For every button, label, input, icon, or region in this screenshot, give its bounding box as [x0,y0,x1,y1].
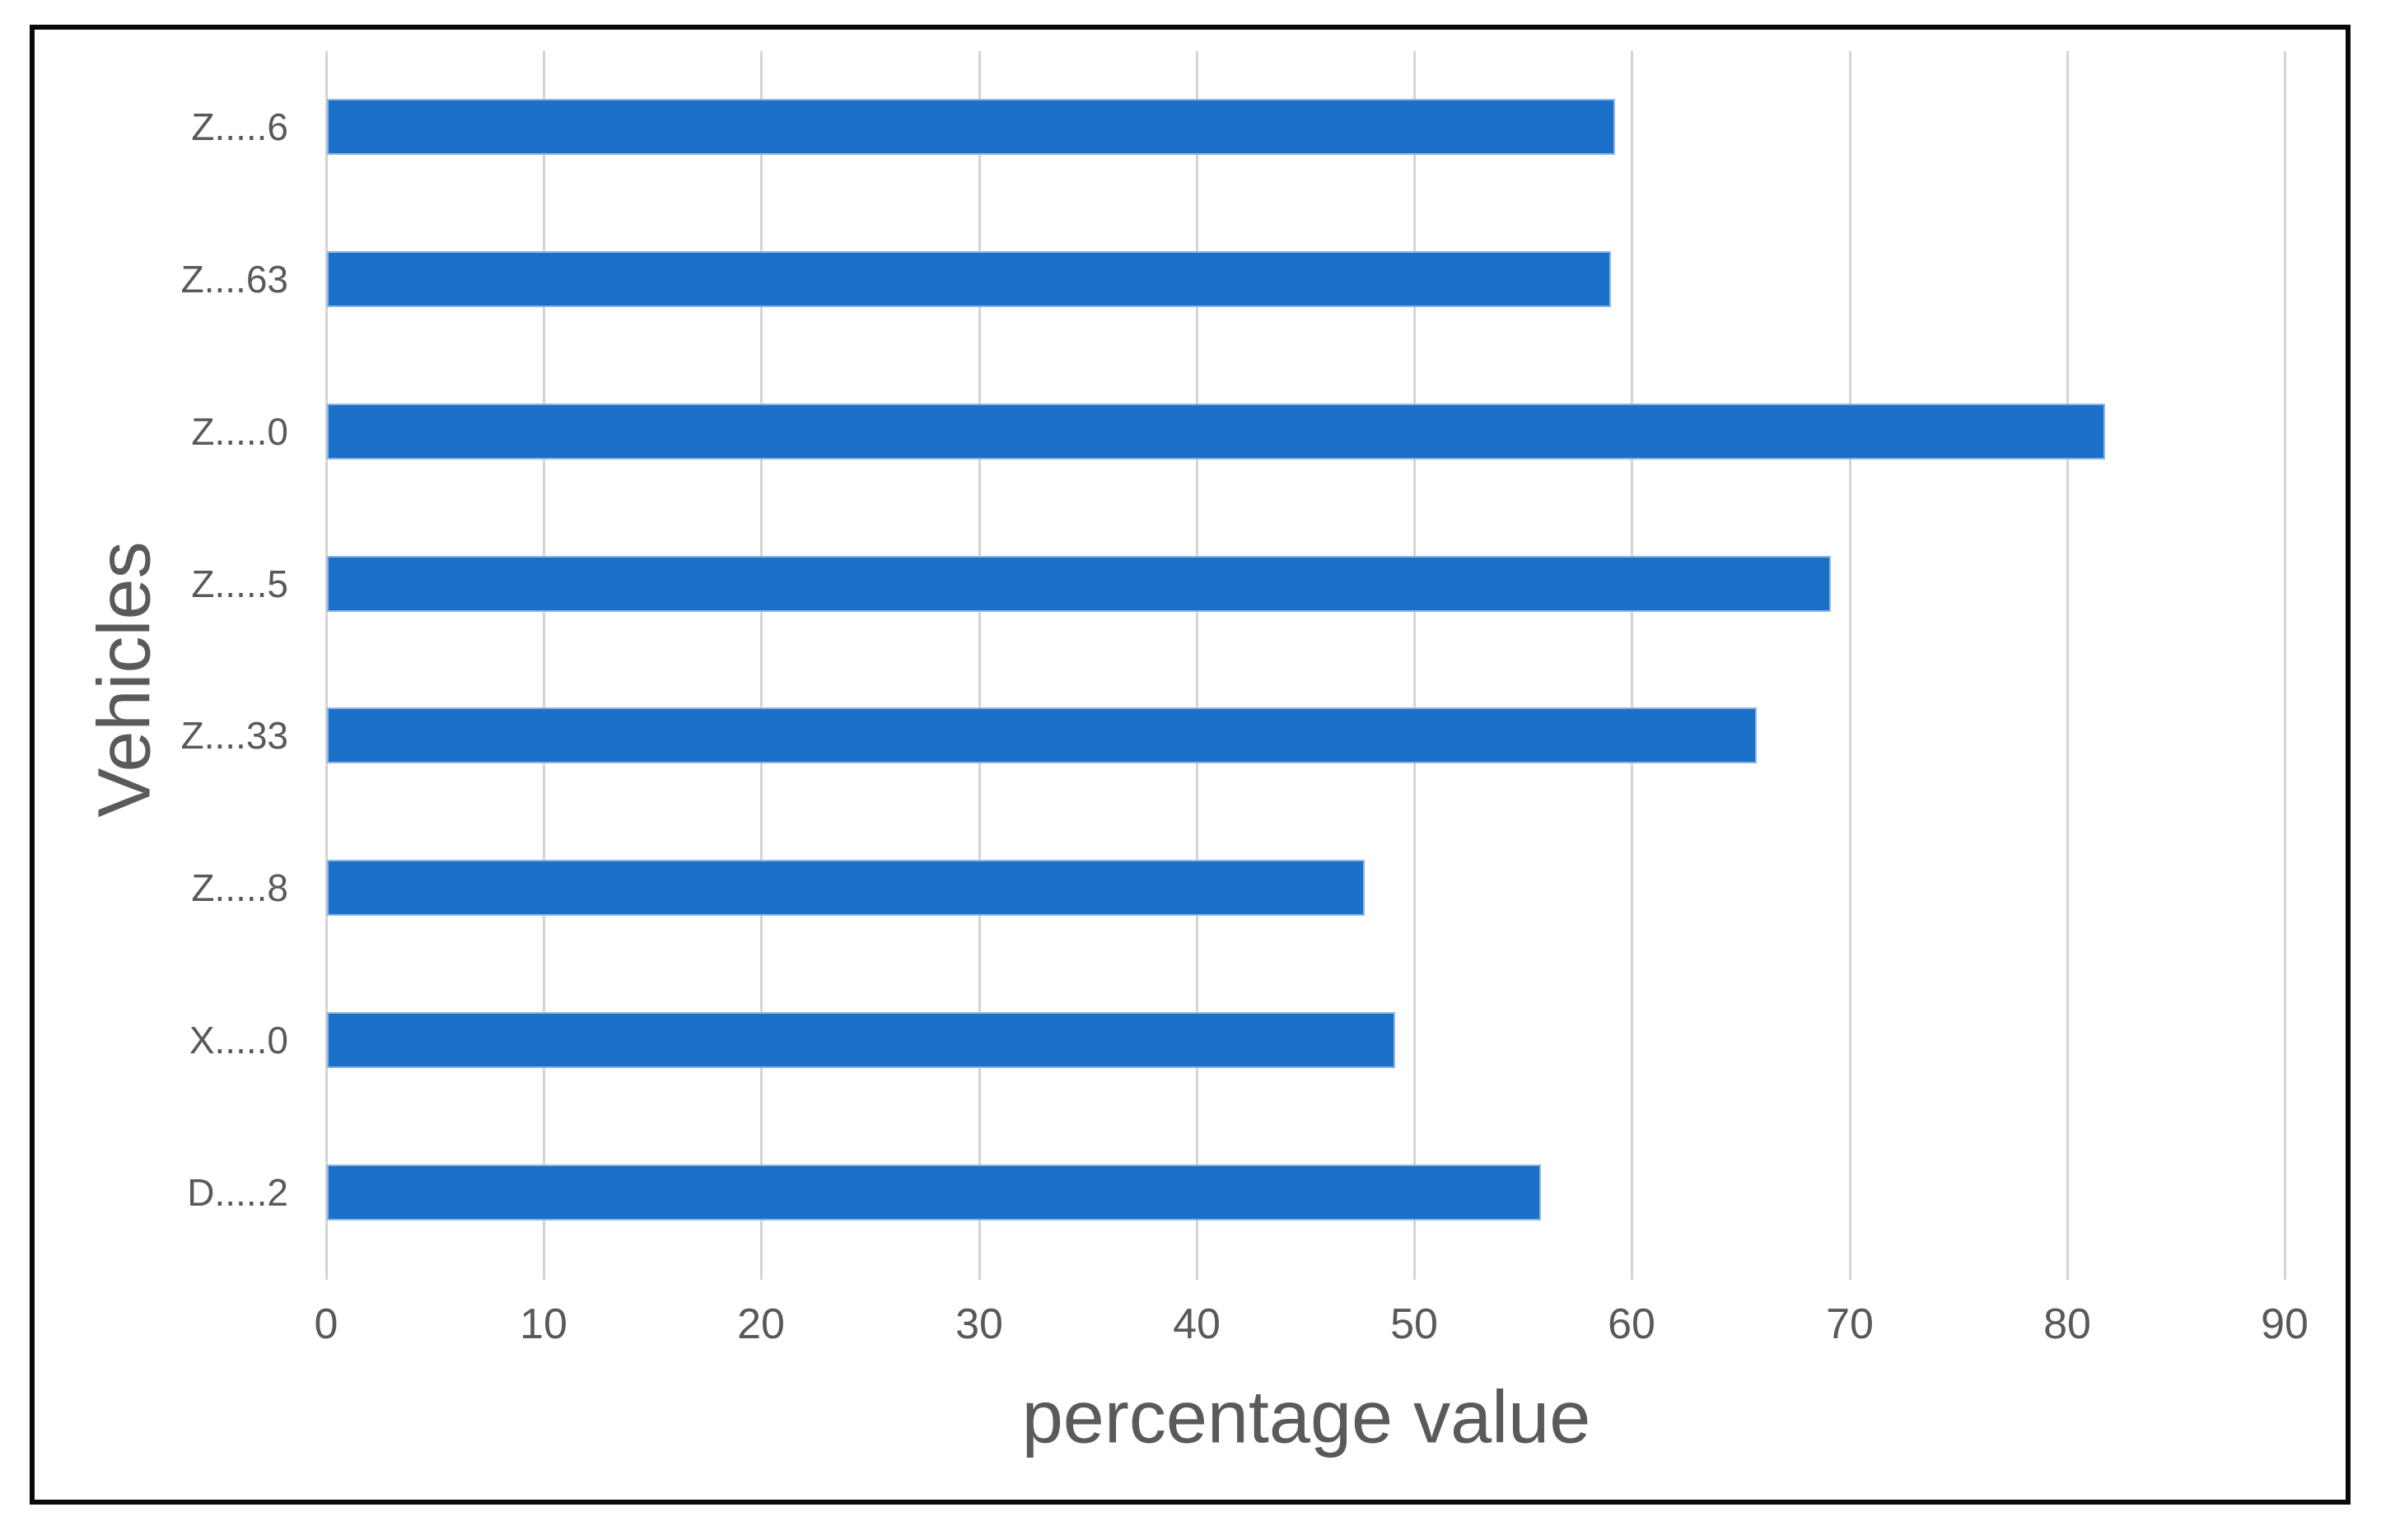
x-gridline-40 [1196,51,1198,1280]
bar-Z.....6 [327,99,1615,155]
x-tick-label: 70 [1826,1300,1874,1348]
category-label: X.....0 [189,1019,288,1062]
category-label: Z.....6 [191,105,288,148]
x-tick-label: 20 [737,1300,785,1348]
bar-Z.....5 [327,556,1831,612]
category-label: Z.....0 [191,410,288,453]
x-gridline-50 [1413,51,1416,1280]
x-gridline-20 [760,51,763,1280]
x-tick-label: 30 [955,1300,1003,1348]
bar-Z....33 [327,707,1757,763]
category-label: Z....33 [180,714,288,757]
x-tick-label: 0 [314,1300,338,1348]
x-tick-label: 10 [520,1300,567,1348]
x-tick-label: 90 [2261,1300,2309,1348]
x-gridline-70 [1849,51,1851,1280]
category-label: Z.....5 [191,562,288,605]
x-tick-label: 80 [2043,1300,2091,1348]
bar-Z.....8 [327,860,1365,916]
chart-frame-border [30,25,2351,1505]
category-label: Z....63 [180,258,288,301]
bar-D.....2 [327,1164,1541,1220]
x-gridline-0 [325,51,328,1280]
bar-Z....63 [327,251,1611,307]
x-tick-label: 50 [1390,1300,1438,1348]
category-label: D.....2 [187,1171,288,1214]
x-axis-title: percentage value [1021,1376,1591,1459]
x-gridline-10 [543,51,545,1280]
bar-X.....0 [327,1012,1395,1068]
bar-Z.....0 [327,404,2105,460]
x-gridline-60 [1631,51,1633,1280]
category-label: Z.....8 [191,866,288,909]
x-tick-label: 40 [1173,1300,1221,1348]
x-gridline-90 [2284,51,2286,1280]
x-gridline-80 [2066,51,2069,1280]
x-tick-label: 60 [1608,1300,1655,1348]
y-axis-title: Vehicles [83,541,166,818]
x-gridline-30 [978,51,981,1280]
